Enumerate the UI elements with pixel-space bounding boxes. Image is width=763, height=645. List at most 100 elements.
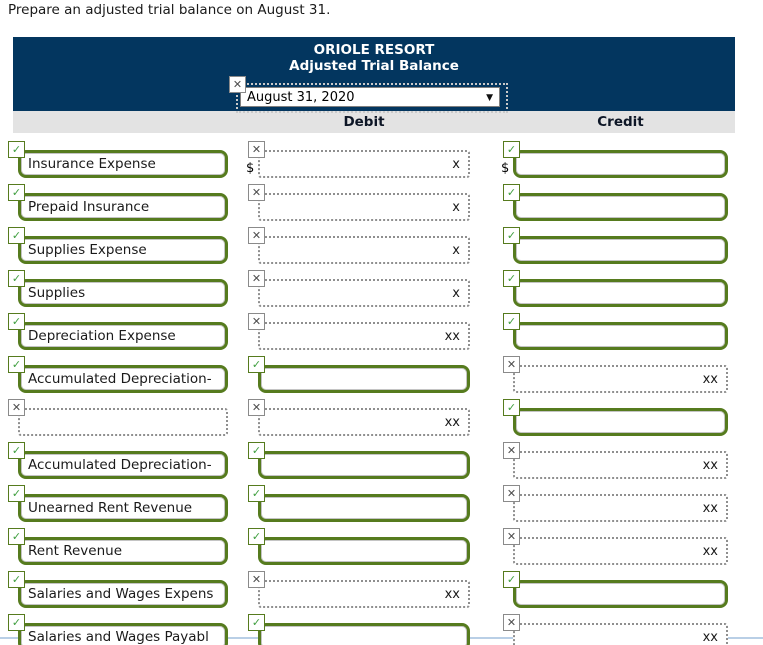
credit-amount-input[interactable]: xx [513,494,728,522]
credit-amount-input[interactable] [513,408,728,436]
check-icon[interactable]: ✓ [8,184,25,201]
check-icon[interactable]: ✓ [503,184,520,201]
debit-amount-input[interactable] [258,494,470,522]
check-icon[interactable]: ✓ [248,442,265,459]
x-icon[interactable]: ✕ [503,614,520,631]
x-icon[interactable]: ✕ [248,571,265,588]
account-name-input[interactable]: Prepaid Insurance [18,193,228,221]
column-header-band [13,111,735,133]
check-icon[interactable]: ✓ [248,356,265,373]
debit-cell: ✕ x [248,227,470,264]
check-icon[interactable]: ✓ [248,614,265,631]
check-icon[interactable]: ✓ [8,614,25,631]
account-name-input[interactable]: Insurance Expense [18,150,228,178]
debit-cell: ✕ $ x [246,141,470,178]
x-icon[interactable]: ✕ [503,485,520,502]
account-name-input[interactable]: Unearned Rent Revenue [18,494,228,522]
debit-column-header: Debit [343,114,385,130]
report-title: Adjusted Trial Balance [289,58,459,74]
credit-column-header: Credit [597,114,644,130]
date-dropdown-value: August 31, 2020 [247,90,355,105]
chevron-down-icon: ▼ [486,93,493,103]
debit-amount-input[interactable] [258,365,470,393]
check-icon[interactable]: ✓ [248,528,265,545]
credit-cell: ✓ [503,227,728,264]
debit-amount-input[interactable]: x [258,279,470,307]
account-name-input[interactable]: Depreciation Expense [18,322,228,350]
account-name-input[interactable]: Supplies [18,279,228,307]
check-icon[interactable]: ✓ [503,313,520,330]
credit-amount-input[interactable] [513,279,728,307]
x-icon[interactable]: ✕ [248,270,265,287]
debit-cell: ✓ [248,485,470,522]
date-clear-button[interactable]: ✕ [229,76,246,93]
credit-cell: ✓ [503,399,728,436]
check-icon[interactable]: ✓ [8,141,25,158]
check-icon[interactable]: ✓ [503,270,520,287]
credit-amount-input[interactable] [513,193,728,221]
credit-cell: ✕ xx [503,485,728,522]
credit-cell: ✓ [503,313,728,350]
x-icon[interactable]: ✕ [248,141,265,158]
check-icon[interactable]: ✓ [8,528,25,545]
x-icon[interactable]: ✕ [248,313,265,330]
debit-amount-input[interactable]: x [258,150,470,178]
credit-cell: ✕ xx [503,528,728,565]
x-icon[interactable]: ✕ [248,399,265,416]
account-cell: ✓ Accumulated Depreciation- [8,442,228,479]
check-icon[interactable]: ✓ [503,141,520,158]
check-icon[interactable]: ✓ [8,356,25,373]
credit-cell: ✕ xx [503,614,728,645]
debit-cell: ✕ xx [248,313,470,350]
debit-cell: ✓ [248,442,470,479]
credit-amount-input[interactable]: xx [513,365,728,393]
x-icon[interactable]: ✕ [248,184,265,201]
account-name-input[interactable]: Salaries and Wages Expens [18,580,228,608]
debit-amount-input[interactable]: x [258,193,470,221]
account-name-input[interactable] [18,408,228,436]
account-cell: ✓ Depreciation Expense [8,313,228,350]
debit-amount-input[interactable] [258,623,470,645]
account-name-input[interactable]: Salaries and Wages Payabl [18,623,228,645]
check-icon[interactable]: ✓ [8,485,25,502]
account-name-input[interactable]: Rent Revenue [18,537,228,565]
credit-amount-input[interactable] [513,322,728,350]
debit-amount-input[interactable] [258,451,470,479]
credit-amount-input[interactable] [513,580,728,608]
credit-amount-input[interactable] [513,150,728,178]
check-icon[interactable]: ✓ [503,399,520,416]
check-icon[interactable]: ✓ [8,313,25,330]
x-icon[interactable]: ✕ [503,356,520,373]
credit-amount-input[interactable]: xx [513,623,728,645]
x-icon[interactable]: ✕ [503,442,520,459]
check-icon[interactable]: ✓ [8,270,25,287]
credit-cell: ✕ xx [503,356,728,393]
credit-amount-input[interactable]: xx [513,451,728,479]
date-dropdown[interactable]: August 31, 2020 ▼ [240,87,500,107]
debit-amount-input[interactable]: xx [258,322,470,350]
check-icon[interactable]: ✓ [8,571,25,588]
instruction-text: Prepare an adjusted trial balance on Aug… [8,2,331,18]
debit-amount-input[interactable]: xx [258,408,470,436]
check-icon[interactable]: ✓ [8,442,25,459]
credit-cell: ✓ $ [501,141,728,178]
credit-amount-input[interactable] [513,236,728,264]
debit-amount-input[interactable] [258,537,470,565]
account-name-input[interactable]: Accumulated Depreciation- [18,365,228,393]
x-icon[interactable]: ✕ [8,399,25,416]
account-name-input[interactable]: Accumulated Depreciation- [18,451,228,479]
debit-cell: ✕ x [248,270,470,307]
debit-cell: ✓ [248,356,470,393]
check-icon[interactable]: ✓ [503,571,520,588]
debit-cell: ✕ xx [248,399,470,436]
debit-amount-input[interactable]: x [258,236,470,264]
credit-amount-input[interactable]: xx [513,537,728,565]
check-icon[interactable]: ✓ [503,227,520,244]
x-icon[interactable]: ✕ [503,528,520,545]
check-icon[interactable]: ✓ [8,227,25,244]
debit-amount-input[interactable]: xx [258,580,470,608]
debit-cell: ✓ [248,614,470,645]
account-name-input[interactable]: Supplies Expense [18,236,228,264]
check-icon[interactable]: ✓ [248,485,265,502]
x-icon[interactable]: ✕ [248,227,265,244]
